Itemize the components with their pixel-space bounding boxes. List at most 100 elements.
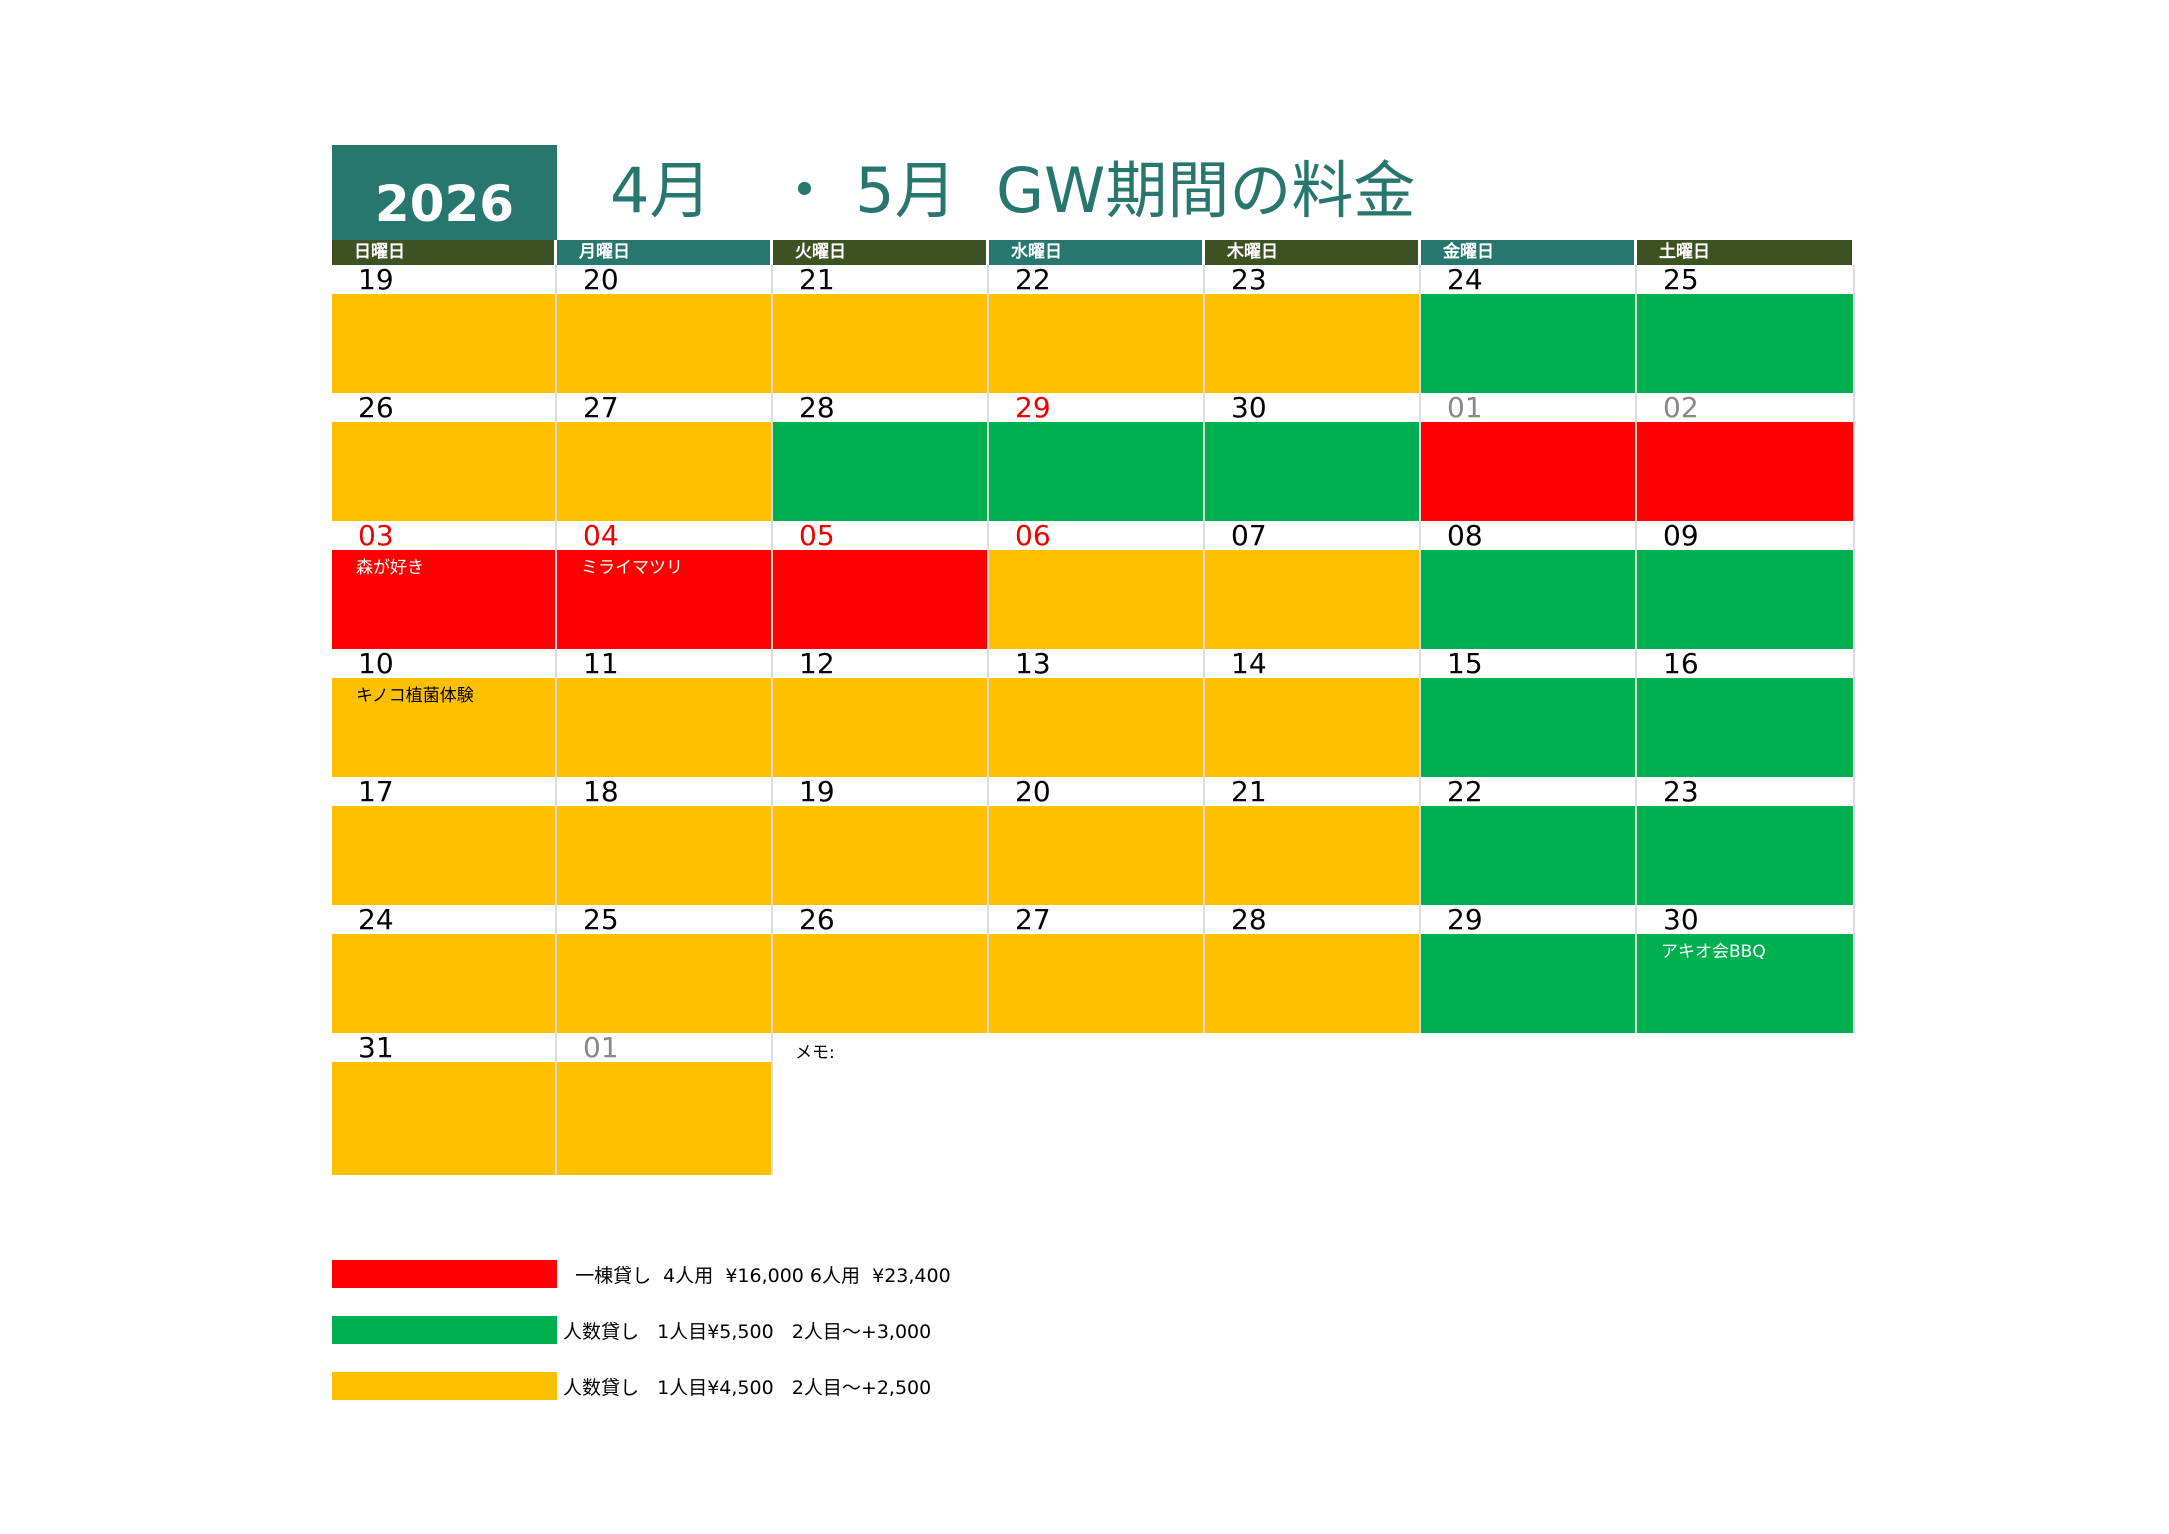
day-number: 01 (1421, 393, 1635, 422)
price-fill (1205, 934, 1419, 1033)
day-number: 08 (1421, 521, 1635, 550)
day-cell[interactable]: 26 (332, 393, 557, 521)
day-cell[interactable]: 19 (773, 777, 989, 905)
day-number: 09 (1637, 521, 1853, 550)
day-cell[interactable]: 04 ミライマツリ (557, 521, 773, 649)
day-cell[interactable]: 03 森が好き (332, 521, 557, 649)
day-cell[interactable]: 10 キノコ植菌体験 (332, 649, 557, 777)
day-cell[interactable]: 28 (1205, 905, 1421, 1033)
weekday-label: 土曜日 (1637, 240, 1855, 265)
day-number: 18 (557, 777, 771, 806)
weekday-label: 水曜日 (989, 240, 1205, 265)
day-number: 11 (557, 649, 771, 678)
price-fill (773, 422, 987, 521)
day-cell[interactable]: 11 (557, 649, 773, 777)
day-cell[interactable]: 21 (1205, 777, 1421, 905)
day-number: 22 (1421, 777, 1635, 806)
day-cell[interactable]: 22 (989, 265, 1205, 393)
legend-text: 人数貸し 1人目¥5,500 2人目～+3,000 (563, 1320, 932, 1343)
day-cell[interactable]: 07 (1205, 521, 1421, 649)
day-cell[interactable]: 27 (557, 393, 773, 521)
day-cell[interactable]: 19 (332, 265, 557, 393)
day-cell[interactable]: 25 (557, 905, 773, 1033)
day-cell[interactable]: 30 アキオ会BBQ (1637, 905, 1855, 1033)
day-cell[interactable]: 23 (1637, 777, 1855, 905)
memo-label: メモ: (795, 1043, 835, 1063)
day-cell[interactable]: 23 (1205, 265, 1421, 393)
price-fill (1205, 422, 1419, 521)
day-cell[interactable]: 25 (1637, 265, 1855, 393)
day-cell[interactable]: 22 (1421, 777, 1637, 905)
legend-text: 一棟貸し 4人用 ¥16,000 6人用 ¥23,400 (563, 1264, 951, 1287)
day-number: 24 (332, 905, 555, 934)
price-fill (1205, 806, 1419, 905)
day-number: 06 (989, 521, 1203, 550)
price-fill (1637, 294, 1853, 393)
price-fill (1421, 678, 1635, 777)
weekday-label: 木曜日 (1205, 240, 1421, 265)
price-fill (1421, 550, 1635, 649)
day-cell[interactable]: 01 (557, 1033, 773, 1175)
weekday-label: 金曜日 (1421, 240, 1637, 265)
day-cell[interactable]: 20 (989, 777, 1205, 905)
day-cell[interactable]: 31 (332, 1033, 557, 1175)
day-cell[interactable]: 02 (1637, 393, 1855, 521)
day-cell[interactable]: 29 (989, 393, 1205, 521)
day-cell[interactable]: 26 (773, 905, 989, 1033)
calendar-week: 26 27 28 29 30 01 02 (332, 393, 1855, 521)
day-cell[interactable]: 30 (1205, 393, 1421, 521)
price-fill (1637, 422, 1853, 521)
price-fill (332, 1062, 555, 1175)
day-cell[interactable]: 09 (1637, 521, 1855, 649)
price-fill (332, 294, 555, 393)
day-number: 21 (773, 265, 987, 294)
day-cell[interactable]: 20 (557, 265, 773, 393)
price-fill (1421, 422, 1635, 521)
price-fill (557, 294, 771, 393)
day-number: 23 (1205, 265, 1419, 294)
calendar-week: 17 18 19 20 21 22 23 (332, 777, 1855, 905)
day-cell[interactable]: 28 (773, 393, 989, 521)
day-cell[interactable]: 24 (332, 905, 557, 1033)
price-fill (989, 806, 1203, 905)
day-number: 27 (989, 905, 1203, 934)
day-cell[interactable]: 13 (989, 649, 1205, 777)
day-cell[interactable]: 29 (1421, 905, 1637, 1033)
weekday-label: 火曜日 (773, 240, 989, 265)
day-cell[interactable]: 15 (1421, 649, 1637, 777)
day-number: 14 (1205, 649, 1419, 678)
day-number: 20 (557, 265, 771, 294)
calendar-week: 24 25 26 27 28 29 30 アキオ会BBQ (332, 905, 1855, 1033)
day-number: 13 (989, 649, 1203, 678)
legend-swatch (332, 1260, 557, 1288)
price-fill: 森が好き (332, 550, 555, 649)
page-title: 4月 ・ 5月 GW期間の料金 (610, 154, 1416, 227)
day-number: 28 (1205, 905, 1419, 934)
price-fill (557, 678, 771, 777)
day-cell[interactable]: 18 (557, 777, 773, 905)
legend-swatch (332, 1372, 557, 1400)
day-number: 29 (1421, 905, 1635, 934)
day-cell[interactable]: 17 (332, 777, 557, 905)
day-cell[interactable]: 01 (1421, 393, 1637, 521)
day-cell[interactable]: 24 (1421, 265, 1637, 393)
day-number: 25 (557, 905, 771, 934)
day-cell[interactable]: 21 (773, 265, 989, 393)
price-fill (1205, 294, 1419, 393)
day-cell[interactable]: 12 (773, 649, 989, 777)
price-fill (557, 1062, 771, 1175)
day-number: 03 (332, 521, 555, 550)
day-cell[interactable]: 05 (773, 521, 989, 649)
day-number: 23 (1637, 777, 1853, 806)
price-fill (773, 678, 987, 777)
day-cell[interactable]: 08 (1421, 521, 1637, 649)
calendar-week: 10 キノコ植菌体験 11 12 13 14 15 16 (332, 649, 1855, 777)
price-fill: アキオ会BBQ (1637, 934, 1853, 1033)
day-cell[interactable]: 16 (1637, 649, 1855, 777)
price-fill (773, 294, 987, 393)
legend-text: 人数貸し 1人目¥4,500 2人目～+2,500 (563, 1376, 932, 1399)
day-cell[interactable]: 14 (1205, 649, 1421, 777)
day-cell[interactable]: 06 (989, 521, 1205, 649)
price-fill (989, 294, 1203, 393)
day-cell[interactable]: 27 (989, 905, 1205, 1033)
